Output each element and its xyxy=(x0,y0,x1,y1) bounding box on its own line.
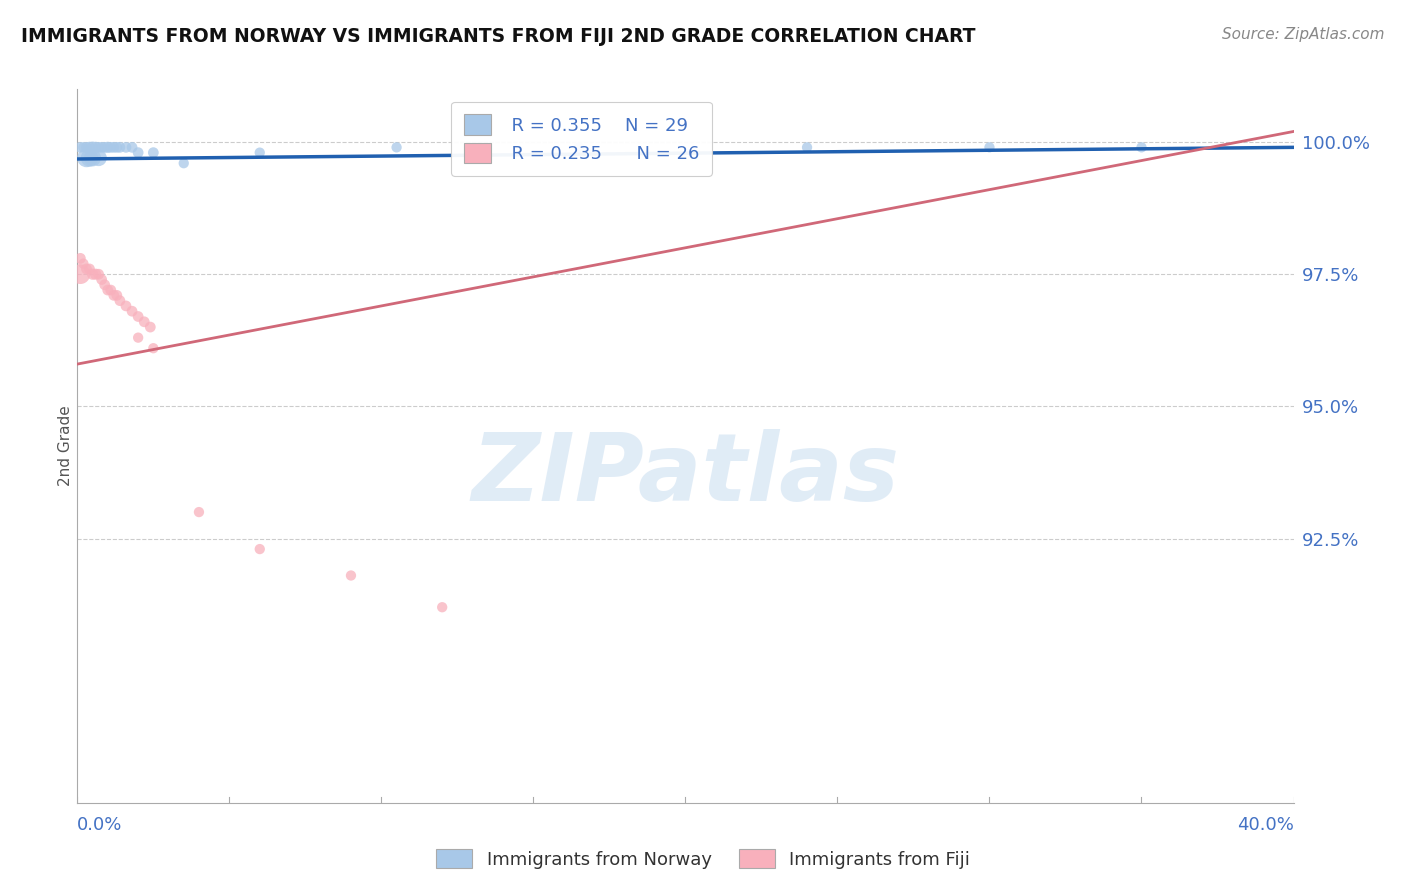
Point xyxy=(97,283,120,297)
Point xyxy=(93,277,115,292)
Point xyxy=(100,140,122,154)
Point xyxy=(432,600,454,615)
Point xyxy=(142,341,165,355)
Text: 40.0%: 40.0% xyxy=(1237,816,1294,834)
Point xyxy=(127,145,149,160)
Point xyxy=(103,288,125,302)
Point xyxy=(173,156,195,170)
Point xyxy=(139,320,162,334)
Point xyxy=(142,145,165,160)
Legend:   R = 0.355    N = 29,   R = 0.235      N = 26: R = 0.355 N = 29, R = 0.235 N = 26 xyxy=(451,102,711,176)
Point xyxy=(121,140,143,154)
Point xyxy=(103,140,125,154)
Point xyxy=(105,288,128,302)
Point xyxy=(100,283,122,297)
Y-axis label: 2nd Grade: 2nd Grade xyxy=(58,406,73,486)
Point xyxy=(72,140,94,154)
Point xyxy=(108,293,131,308)
Point xyxy=(79,151,101,165)
Text: Source: ZipAtlas.com: Source: ZipAtlas.com xyxy=(1222,27,1385,42)
Point xyxy=(1130,140,1153,154)
Point xyxy=(97,140,120,154)
Point xyxy=(87,140,110,154)
Point xyxy=(82,140,104,154)
Point xyxy=(90,272,112,286)
Text: ZIPatlas: ZIPatlas xyxy=(471,428,900,521)
Point xyxy=(69,252,91,266)
Point xyxy=(87,151,110,165)
Point xyxy=(79,261,101,276)
Point xyxy=(115,299,138,313)
Point xyxy=(108,140,131,154)
Point xyxy=(249,145,271,160)
Point xyxy=(134,315,156,329)
Text: 0.0%: 0.0% xyxy=(77,816,122,834)
Point xyxy=(87,267,110,281)
Legend: Immigrants from Norway, Immigrants from Fiji: Immigrants from Norway, Immigrants from … xyxy=(429,842,977,876)
Point xyxy=(93,140,115,154)
Point xyxy=(249,542,271,557)
Point xyxy=(69,140,91,154)
Point xyxy=(84,267,107,281)
Point xyxy=(385,140,408,154)
Point xyxy=(340,568,363,582)
Point xyxy=(127,331,149,345)
Point xyxy=(72,257,94,271)
Point xyxy=(796,140,818,154)
Point xyxy=(69,267,91,281)
Point xyxy=(82,267,104,281)
Point xyxy=(979,140,1001,154)
Point xyxy=(75,140,97,154)
Point xyxy=(79,140,101,154)
Point xyxy=(84,140,107,154)
Text: IMMIGRANTS FROM NORWAY VS IMMIGRANTS FROM FIJI 2ND GRADE CORRELATION CHART: IMMIGRANTS FROM NORWAY VS IMMIGRANTS FRO… xyxy=(21,27,976,45)
Point xyxy=(188,505,211,519)
Point xyxy=(568,140,591,154)
Point xyxy=(127,310,149,324)
Point xyxy=(105,140,128,154)
Point xyxy=(75,151,97,165)
Point xyxy=(121,304,143,318)
Point xyxy=(90,140,112,154)
Point xyxy=(82,151,104,165)
Point xyxy=(115,140,138,154)
Point xyxy=(75,261,97,276)
